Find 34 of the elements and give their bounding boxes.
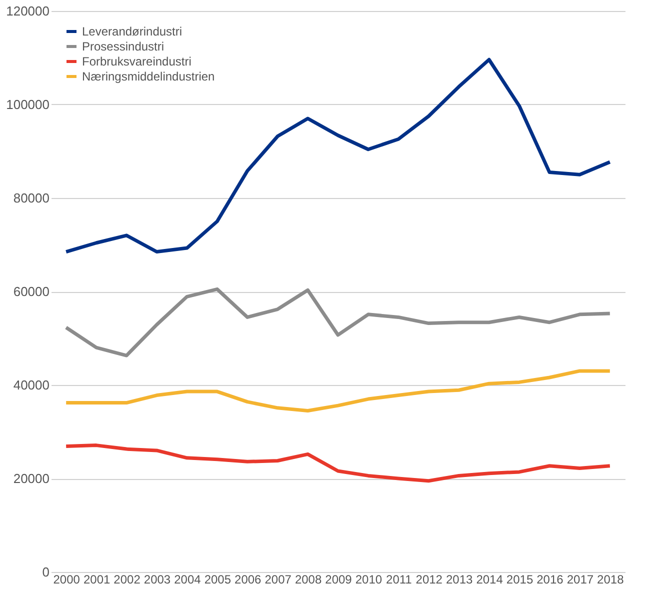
x-tick-label: 2013 xyxy=(446,572,474,586)
legend-label: Leverandørindustri xyxy=(82,24,182,38)
y-tick-label: 60000 xyxy=(13,284,50,299)
line-series xyxy=(64,444,612,483)
x-tick-label: 2008 xyxy=(294,572,322,586)
x-tick-label: 2000 xyxy=(53,572,80,586)
y-tick-label: 80000 xyxy=(13,190,50,206)
legend-label: Forbruksvareindustri xyxy=(82,54,192,68)
x-tick-label: 2005 xyxy=(204,572,232,586)
x-tick-label: 2014 xyxy=(476,572,504,586)
legend-label: Prosessindustri xyxy=(82,40,164,54)
x-tick-label: 2007 xyxy=(264,572,292,586)
x-tick-label: 2012 xyxy=(416,572,443,586)
x-tick-label: 2010 xyxy=(355,572,382,586)
x-tick-label: 2015 xyxy=(506,572,534,586)
legend-label: Næringsmiddelindustrien xyxy=(82,70,215,84)
line-series xyxy=(64,58,612,254)
y-tick-label: 40000 xyxy=(13,378,50,392)
x-tick-label: 2001 xyxy=(83,572,110,586)
x-tick-label: 2003 xyxy=(144,572,171,586)
x-tick-label: 2002 xyxy=(114,572,141,586)
x-tick-label: 2016 xyxy=(536,572,564,586)
y-tick-label: 0 xyxy=(42,564,50,580)
y-tick-label: 100000 xyxy=(6,97,50,112)
x-tick-label: 2004 xyxy=(174,572,202,586)
x-tick-label: 2009 xyxy=(325,572,352,586)
line-series xyxy=(64,287,612,358)
x-tick-label: 2017 xyxy=(566,572,594,586)
x-tick-label: 2011 xyxy=(386,572,412,586)
y-tick-label: 120000 xyxy=(6,4,50,18)
x-tick-label: 2018 xyxy=(597,572,624,586)
y-tick-label: 20000 xyxy=(13,471,50,486)
x-tick-label: 2006 xyxy=(234,572,262,586)
line-series xyxy=(64,369,612,412)
